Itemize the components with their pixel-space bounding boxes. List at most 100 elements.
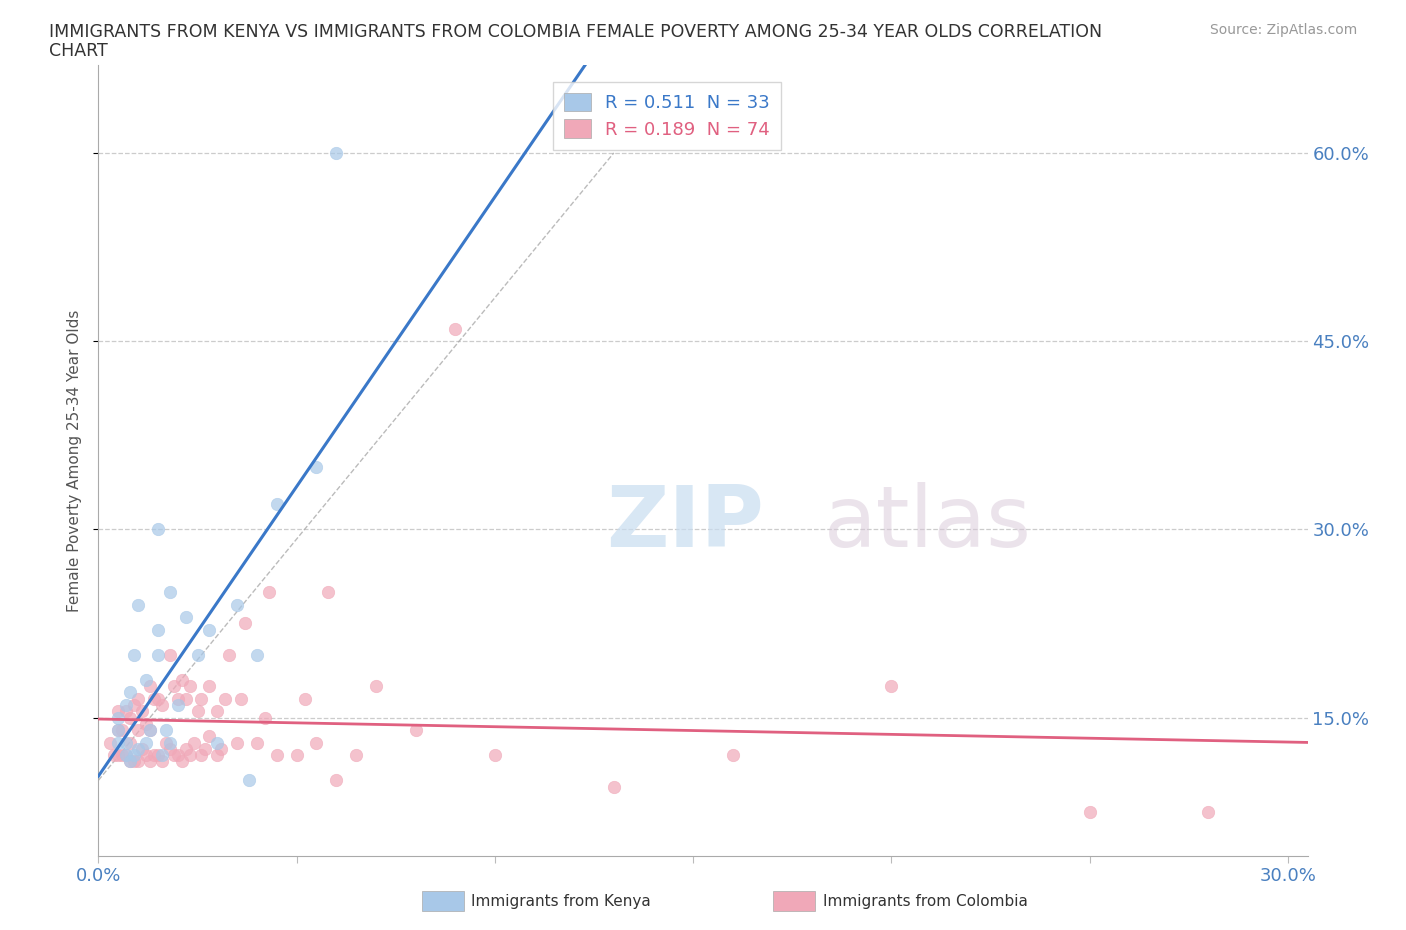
Point	[155, 736, 177, 751]
Point	[139, 723, 162, 737]
Text: Immigrants from Colombia: Immigrants from Colombia	[823, 894, 1028, 909]
Point	[207, 748, 229, 763]
Point	[166, 748, 188, 763]
Text: CHART: CHART	[49, 42, 108, 60]
Point	[98, 736, 121, 751]
Point	[179, 679, 201, 694]
Point	[305, 736, 328, 751]
Point	[198, 729, 221, 744]
Point	[107, 704, 129, 719]
Point	[253, 711, 276, 725]
Text: ZIP: ZIP	[606, 482, 763, 565]
Point	[120, 754, 142, 769]
Point	[214, 691, 236, 706]
Point	[135, 736, 157, 751]
Point	[107, 711, 129, 725]
Point	[115, 748, 138, 763]
Point	[174, 691, 197, 706]
Point	[190, 748, 212, 763]
Point	[174, 741, 197, 756]
Point	[325, 145, 347, 160]
Point	[159, 585, 181, 600]
Point	[139, 679, 162, 694]
Text: atlas: atlas	[824, 482, 1032, 565]
Point	[120, 754, 142, 769]
Point	[246, 736, 269, 751]
Point	[159, 741, 181, 756]
Point	[131, 741, 153, 756]
Point	[880, 679, 903, 694]
Point	[231, 691, 253, 706]
Point	[163, 679, 186, 694]
Point	[120, 685, 142, 700]
Point	[166, 698, 188, 712]
Point	[155, 723, 177, 737]
Point	[163, 748, 186, 763]
Point	[107, 723, 129, 737]
Point	[226, 736, 249, 751]
Point	[238, 773, 260, 788]
Point	[285, 748, 308, 763]
Point	[405, 723, 427, 737]
Text: Source: ZipAtlas.com: Source: ZipAtlas.com	[1209, 23, 1357, 37]
Point	[198, 679, 221, 694]
Point	[107, 736, 129, 751]
Point	[107, 723, 129, 737]
Point	[325, 773, 347, 788]
Point	[603, 779, 626, 794]
Point	[142, 691, 165, 706]
Point	[111, 723, 134, 737]
Point	[111, 748, 134, 763]
Point	[115, 698, 138, 712]
Legend: R = 0.511  N = 33, R = 0.189  N = 74: R = 0.511 N = 33, R = 0.189 N = 74	[553, 82, 780, 150]
Point	[115, 704, 138, 719]
Point	[218, 647, 240, 662]
Point	[127, 597, 149, 612]
Point	[318, 585, 340, 600]
Point	[207, 736, 229, 751]
Point	[294, 691, 316, 706]
Point	[127, 754, 149, 769]
Point	[721, 748, 744, 763]
Point	[159, 736, 181, 751]
Point	[120, 711, 142, 725]
Point	[135, 716, 157, 731]
Point	[159, 647, 181, 662]
Point	[150, 754, 173, 769]
Point	[135, 748, 157, 763]
Point	[207, 704, 229, 719]
Point	[364, 679, 387, 694]
Point	[135, 672, 157, 687]
Point	[146, 622, 169, 637]
Point	[233, 616, 256, 631]
Point	[183, 736, 205, 751]
Point	[139, 754, 162, 769]
Point	[127, 741, 149, 756]
Point	[170, 754, 193, 769]
Point	[103, 748, 125, 763]
Point	[146, 522, 169, 537]
Point	[146, 691, 169, 706]
Point	[150, 698, 173, 712]
Point	[266, 748, 288, 763]
Point	[186, 647, 208, 662]
Point	[122, 647, 145, 662]
Point	[179, 748, 201, 763]
Point	[166, 691, 188, 706]
Point	[131, 704, 153, 719]
Point	[120, 736, 142, 751]
Point	[1198, 804, 1220, 819]
Point	[305, 459, 328, 474]
Point	[115, 748, 138, 763]
Text: IMMIGRANTS FROM KENYA VS IMMIGRANTS FROM COLOMBIA FEMALE POVERTY AMONG 25-34 YEA: IMMIGRANTS FROM KENYA VS IMMIGRANTS FROM…	[49, 23, 1102, 41]
Point	[174, 610, 197, 625]
Point	[194, 741, 217, 756]
Point	[170, 672, 193, 687]
Point	[122, 698, 145, 712]
Point	[484, 748, 506, 763]
Point	[257, 585, 280, 600]
Point	[444, 321, 467, 336]
Point	[190, 691, 212, 706]
Point	[266, 497, 288, 512]
Point	[122, 754, 145, 769]
